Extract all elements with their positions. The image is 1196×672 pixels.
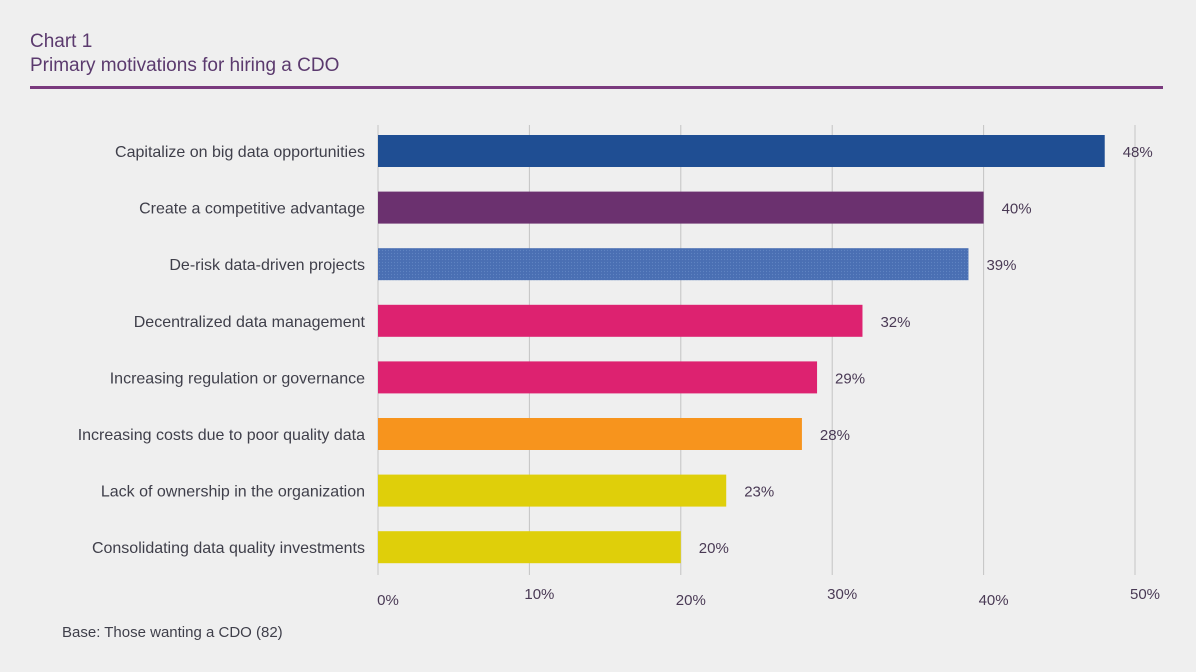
category-label: De-risk data-driven projects xyxy=(169,257,365,274)
bar-6 xyxy=(378,418,802,450)
category-label: Decentralized data management xyxy=(134,314,366,331)
chart-header: Chart 1 Primary motivations for hiring a… xyxy=(30,30,1163,78)
category-label: Lack of ownership in the organization xyxy=(101,484,365,501)
bar-7 xyxy=(378,474,727,507)
x-tick-label: 10% xyxy=(524,586,554,603)
chart-number: Chart 1 xyxy=(30,31,93,52)
bars xyxy=(378,135,1105,564)
value-label: 23% xyxy=(744,484,774,501)
value-label: 29% xyxy=(835,370,865,387)
x-tick-label: 30% xyxy=(827,586,857,603)
bar-1 xyxy=(378,135,1105,167)
x-tick-label: 50% xyxy=(1130,586,1160,603)
bar-2 xyxy=(378,191,984,224)
value-label: 40% xyxy=(1002,201,1032,218)
value-label: 20% xyxy=(699,540,729,557)
title-divider xyxy=(30,86,1163,89)
category-label: Increasing costs due to poor quality dat… xyxy=(78,427,365,444)
chart-title: Primary motivations for hiring a CDO xyxy=(30,55,340,76)
x-tick-label: 40% xyxy=(979,592,1009,609)
bar-5 xyxy=(378,361,818,394)
category-label: Create a competitive advantage xyxy=(139,201,365,218)
labels: 0% 10% 20% 30% 40% 50% Capitalize on big data … xyxy=(78,144,1160,609)
bar-8 xyxy=(378,531,681,564)
bar-4 xyxy=(378,304,863,337)
base-footnote: Base: Those wanting a CDO (82) xyxy=(62,624,283,641)
value-label: 28% xyxy=(820,427,850,444)
value-label: 32% xyxy=(880,314,910,331)
value-label: 39% xyxy=(986,257,1016,274)
x-tick-label: 20% xyxy=(676,592,706,609)
category-label: Increasing regulation or governance xyxy=(110,370,365,387)
category-label: Consolidating data quality investments xyxy=(92,540,365,557)
value-label: 48% xyxy=(1123,144,1153,161)
bar-3 xyxy=(378,248,969,281)
category-label: Capitalize on big data opportunities xyxy=(115,144,365,161)
x-tick-label: 0% xyxy=(377,592,399,609)
